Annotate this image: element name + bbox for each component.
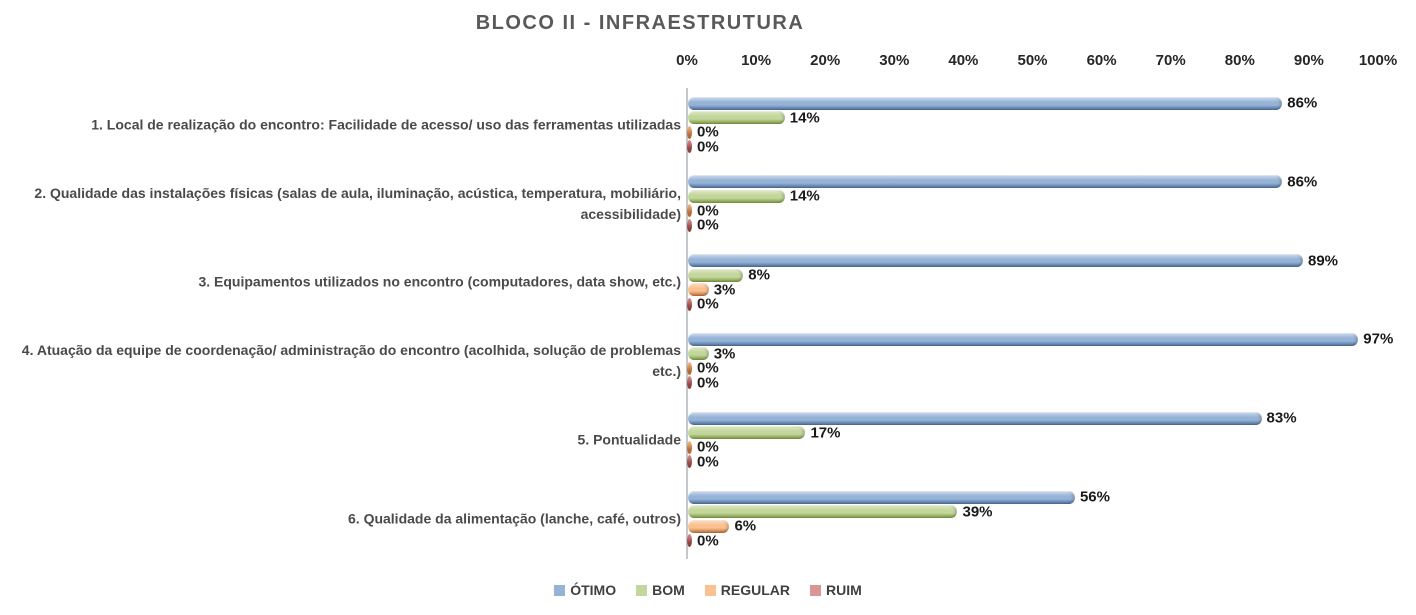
bar-regular: [688, 519, 730, 533]
category-label: 1. Local de realização do encontro: Faci…: [91, 116, 681, 133]
bar-bom: [688, 426, 806, 440]
data-label: 0%: [697, 123, 719, 141]
legend-label: ÓTIMO: [570, 582, 617, 598]
legend-label: RUIM: [826, 582, 862, 598]
value-axis-tick-label: 40%: [948, 52, 979, 69]
data-label: 3%: [713, 281, 736, 299]
legend-label: BOM: [652, 582, 685, 598]
data-label: 6%: [734, 517, 757, 535]
legend-item-ótimo: ÓTIMO: [554, 582, 616, 598]
bar-ótimo: [688, 96, 1283, 110]
bar-ótimo: [688, 175, 1283, 189]
bar-bom: [688, 111, 785, 124]
data-label: 0%: [697, 453, 719, 471]
data-label: 86%: [1287, 173, 1318, 191]
legend-item-ruim: RUIM: [810, 582, 862, 598]
bar-ruim-zero: [687, 455, 692, 469]
value-axis-tick-label: 100%: [1358, 52, 1398, 69]
data-label: 89%: [1307, 252, 1339, 270]
data-label: 83%: [1266, 409, 1297, 427]
bar-regular: [688, 283, 709, 297]
data-label: 0%: [697, 216, 719, 234]
bar-ótimo: [688, 332, 1359, 346]
data-label: 97%: [1363, 330, 1394, 348]
bar-ótimo: [688, 254, 1303, 268]
data-label: 17%: [810, 424, 841, 442]
legend-item-bom: BOM: [636, 582, 685, 598]
category-label: 4. Atuação da equipe de coordenação/ adm…: [21, 342, 681, 380]
value-axis-tick-label: 60%: [1086, 52, 1117, 69]
data-label: 86%: [1287, 94, 1318, 112]
bar-bom: [688, 347, 709, 361]
value-axis-tick-label: 10%: [741, 52, 772, 69]
bar-bom: [688, 268, 744, 282]
bar-ruim-zero: [687, 140, 692, 153]
bar-ótimo: [688, 490, 1075, 504]
legend-swatch: [810, 584, 821, 596]
data-label: 0%: [697, 532, 719, 549]
category-label: 5. Pontualidade: [577, 431, 681, 448]
value-axis-tick-label: 70%: [1155, 52, 1186, 69]
category-label: 3. Equipamentos utilizados no encontro (…: [198, 273, 681, 290]
data-label: 39%: [962, 503, 993, 520]
data-label: 0%: [697, 359, 719, 377]
legend: ÓTIMO BOM REGULAR RUIM: [0, 582, 1416, 598]
legend-label: REGULAR: [720, 582, 790, 598]
value-axis-tick-label: 0%: [676, 52, 698, 69]
data-label: 8%: [748, 266, 770, 284]
category-label: 2. Qualidade das instalações físicas (sa…: [34, 184, 681, 222]
value-axis-tick-label: 30%: [879, 52, 910, 69]
legend-swatch: [636, 584, 648, 596]
bar-regular-zero: [687, 125, 692, 139]
bar-bom: [688, 505, 958, 518]
bar-ruim-zero: [687, 376, 692, 390]
value-axis-tick-label: 90%: [1293, 52, 1324, 69]
category-axis-line: [686, 88, 688, 559]
data-label: 14%: [789, 187, 820, 205]
chart-title: BLOCO II - INFRAESTRUTURA: [475, 12, 805, 34]
data-label: 0%: [697, 202, 719, 220]
value-axis-tick-label: 20%: [810, 52, 841, 69]
bar-regular-zero: [687, 440, 692, 454]
data-label: 14%: [789, 109, 820, 126]
bar-ruim-zero: [687, 297, 692, 311]
data-label: 0%: [697, 138, 719, 155]
data-label: 0%: [697, 374, 719, 392]
data-label: 0%: [697, 295, 719, 313]
legend-item-regular: REGULAR: [704, 582, 790, 598]
bar-regular-zero: [687, 361, 692, 375]
bar-ruim-zero: [687, 218, 692, 232]
data-label: 56%: [1079, 488, 1110, 506]
bar-ruim-zero: [687, 534, 692, 547]
data-label: 0%: [697, 438, 719, 456]
legend-swatch: [554, 584, 566, 596]
data-label: 3%: [713, 345, 736, 363]
legend-swatch: [704, 584, 716, 596]
bar-ótimo: [688, 411, 1262, 425]
value-axis-tick-label: 50%: [1017, 52, 1048, 69]
value-axis-tick-label: 80%: [1224, 52, 1255, 69]
bar-bom: [688, 189, 785, 203]
category-label: 6. Qualidade da alimentação (lanche, caf…: [348, 510, 681, 527]
bar-regular-zero: [687, 204, 692, 218]
